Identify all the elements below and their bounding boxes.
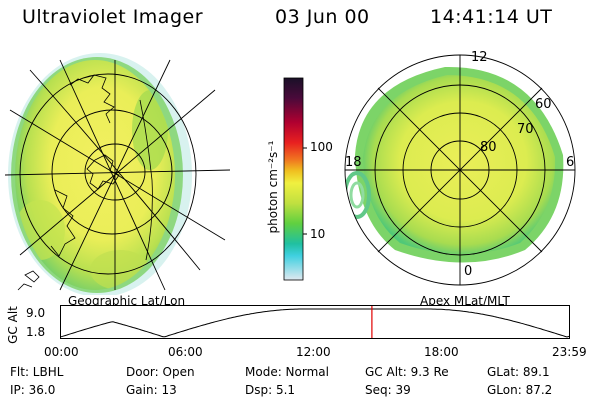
colorbar-unit-label: photon cm⁻²s⁻¹ bbox=[266, 140, 280, 234]
mlt-label-0: 0 bbox=[464, 264, 472, 279]
mlat-label-60: 60 bbox=[535, 97, 552, 112]
info-ip: IP: 36.0 bbox=[10, 383, 56, 397]
left-grid bbox=[4, 59, 231, 291]
mlat-label-70: 70 bbox=[517, 122, 534, 137]
left-coastlines bbox=[17, 74, 153, 291]
mlt-label-12: 12 bbox=[471, 50, 488, 65]
info-dsp: Dsp: 5.1 bbox=[245, 383, 296, 397]
mlt-label-18: 18 bbox=[345, 155, 362, 170]
time-tick-0000: 00:00 bbox=[44, 345, 79, 359]
info-glat: GLat: 89.1 bbox=[487, 365, 550, 379]
left-map-label: Geographic Lat/Lon bbox=[68, 294, 186, 308]
info-mode: Mode: Normal bbox=[245, 365, 329, 379]
altitude-ytick-bottom: 1.8 bbox=[26, 325, 46, 339]
info-seq: Seq: 39 bbox=[365, 383, 411, 397]
right-map-label: Apex MLat/MLT bbox=[420, 294, 510, 308]
image-date: 03 Jun 00 bbox=[275, 6, 370, 28]
altitude-ylabel: GC Alt bbox=[5, 306, 20, 344]
polar-grid bbox=[344, 54, 576, 286]
info-flt: Flt: LBHL bbox=[10, 365, 64, 379]
polar-emission bbox=[345, 66, 564, 263]
colorbar-tick-label-100: 100 bbox=[310, 140, 333, 154]
geographic-map bbox=[4, 53, 231, 295]
time-tick-2359: 23:59 bbox=[552, 345, 587, 359]
time-tick-1200: 12:00 bbox=[296, 345, 331, 359]
info-glon: GLon: 87.2 bbox=[487, 383, 553, 397]
altitude-ytick-top: 9.0 bbox=[26, 306, 46, 320]
image-time: 14:41:14 UT bbox=[430, 6, 553, 28]
app-title: Ultraviolet Imager bbox=[22, 6, 204, 28]
altitude-plot-frame bbox=[60, 305, 570, 339]
mlt-label-6: 6 bbox=[566, 155, 574, 170]
info-door: Door: Open bbox=[126, 365, 195, 379]
time-tick-1800: 18:00 bbox=[424, 345, 459, 359]
apex-polar-map: 12 18 6 0 60 70 80 bbox=[344, 50, 576, 286]
time-tick-0600: 06:00 bbox=[168, 345, 203, 359]
colorbar-gradient bbox=[283, 77, 304, 281]
colorbar-tick-label-10: 10 bbox=[310, 227, 326, 241]
info-gain: Gain: 13 bbox=[126, 383, 177, 397]
mlat-label-80: 80 bbox=[480, 140, 497, 155]
altitude-plot bbox=[60, 305, 570, 339]
colorbar bbox=[283, 77, 307, 281]
info-gcalt: GC Alt: 9.3 Re bbox=[365, 365, 449, 379]
altitude-curve bbox=[60, 308, 570, 338]
